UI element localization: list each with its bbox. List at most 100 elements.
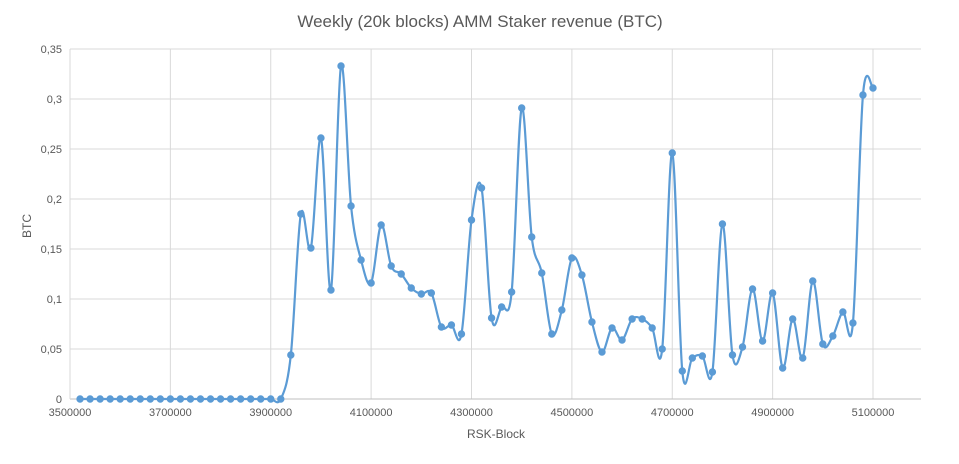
data-point bbox=[718, 220, 727, 228]
x-tick-label: 4700000 bbox=[651, 407, 694, 419]
data-point bbox=[126, 395, 134, 403]
gridlines bbox=[70, 48, 921, 399]
data-point bbox=[548, 330, 556, 338]
data-point bbox=[387, 262, 395, 270]
data-point bbox=[317, 134, 325, 142]
data-point bbox=[437, 323, 446, 331]
data-point bbox=[517, 104, 526, 112]
data-point bbox=[226, 395, 235, 403]
y-tick-label: 0,2 bbox=[47, 194, 62, 206]
data-point bbox=[186, 395, 195, 403]
data-point bbox=[166, 395, 175, 403]
data-point bbox=[578, 271, 586, 279]
series-btc-revenue bbox=[76, 62, 877, 404]
data-point bbox=[507, 288, 516, 296]
y-tick-label: 0,05 bbox=[41, 344, 62, 356]
data-point bbox=[728, 351, 737, 359]
data-point bbox=[236, 395, 245, 403]
data-point bbox=[327, 286, 335, 294]
data-point bbox=[487, 314, 496, 322]
data-point bbox=[176, 395, 185, 403]
data-point bbox=[246, 395, 255, 403]
data-point bbox=[568, 254, 576, 262]
data-point bbox=[748, 285, 757, 293]
data-point bbox=[447, 321, 456, 329]
x-axis-tick-labels: 3500000 3700000 3900000 4100000 4300000 45000… bbox=[49, 407, 895, 419]
data-point bbox=[267, 395, 275, 403]
data-point bbox=[146, 395, 154, 403]
data-point bbox=[528, 233, 536, 241]
data-point bbox=[648, 324, 656, 332]
y-tick-label: 0,1 bbox=[47, 294, 62, 306]
data-point bbox=[809, 277, 817, 285]
data-point bbox=[357, 256, 365, 264]
data-point bbox=[106, 395, 114, 403]
data-point bbox=[377, 221, 385, 229]
series-line bbox=[80, 63, 875, 404]
x-tick-label: 4500000 bbox=[550, 407, 593, 419]
data-point bbox=[116, 395, 124, 403]
x-tick-label: 4300000 bbox=[450, 407, 493, 419]
data-point bbox=[196, 395, 205, 403]
data-point bbox=[849, 319, 857, 327]
data-point bbox=[778, 364, 787, 372]
data-point bbox=[768, 289, 777, 297]
data-point bbox=[397, 270, 405, 278]
data-point bbox=[859, 91, 867, 99]
data-point bbox=[287, 351, 295, 359]
axes bbox=[69, 49, 921, 400]
data-point bbox=[367, 279, 375, 287]
data-point bbox=[347, 202, 355, 210]
chart-title: Weekly (20k blocks) AMM Staker revenue (… bbox=[297, 12, 662, 31]
data-point bbox=[136, 395, 144, 403]
data-point bbox=[96, 395, 104, 403]
data-point bbox=[839, 308, 847, 316]
x-tick-label: 3900000 bbox=[249, 407, 292, 419]
data-point bbox=[708, 368, 717, 376]
data-point bbox=[869, 84, 877, 92]
data-point bbox=[799, 354, 807, 362]
data-point bbox=[337, 62, 345, 70]
data-point bbox=[467, 216, 476, 224]
data-point bbox=[608, 324, 616, 332]
data-point bbox=[206, 395, 215, 403]
y-tick-label: 0,3 bbox=[47, 94, 62, 106]
y-tick-label: 0 bbox=[56, 394, 62, 406]
data-point bbox=[457, 330, 466, 338]
data-point bbox=[698, 352, 707, 360]
data-point bbox=[307, 244, 315, 252]
data-point bbox=[829, 332, 837, 340]
data-point bbox=[668, 149, 676, 157]
data-point bbox=[497, 303, 506, 311]
data-point bbox=[558, 306, 566, 314]
y-tick-label: 0,15 bbox=[41, 244, 62, 256]
data-point bbox=[277, 395, 285, 403]
data-point bbox=[738, 343, 747, 351]
x-tick-label: 3700000 bbox=[149, 407, 192, 419]
data-point bbox=[789, 315, 797, 323]
x-tick-label: 4900000 bbox=[751, 407, 794, 419]
data-point bbox=[819, 340, 827, 348]
data-point bbox=[86, 395, 94, 403]
data-point bbox=[628, 315, 636, 323]
data-point bbox=[156, 395, 165, 403]
data-point bbox=[538, 269, 546, 277]
data-point bbox=[598, 348, 606, 356]
data-point bbox=[76, 395, 84, 403]
x-axis-label: RSK-Block bbox=[467, 427, 526, 441]
y-axis-tick-labels: 0 0,05 0,1 0,15 0,2 0,25 0,3 0,35 bbox=[41, 44, 62, 406]
data-point bbox=[638, 315, 646, 323]
data-point bbox=[618, 336, 626, 344]
y-axis-label: BTC bbox=[20, 214, 34, 238]
x-tick-label: 4100000 bbox=[350, 407, 393, 419]
data-point bbox=[588, 318, 596, 326]
data-point bbox=[427, 289, 436, 297]
data-point bbox=[297, 210, 305, 218]
data-point bbox=[688, 354, 697, 362]
data-point bbox=[678, 367, 686, 375]
data-point bbox=[257, 395, 265, 403]
data-point bbox=[477, 184, 486, 192]
data-point bbox=[216, 395, 225, 403]
